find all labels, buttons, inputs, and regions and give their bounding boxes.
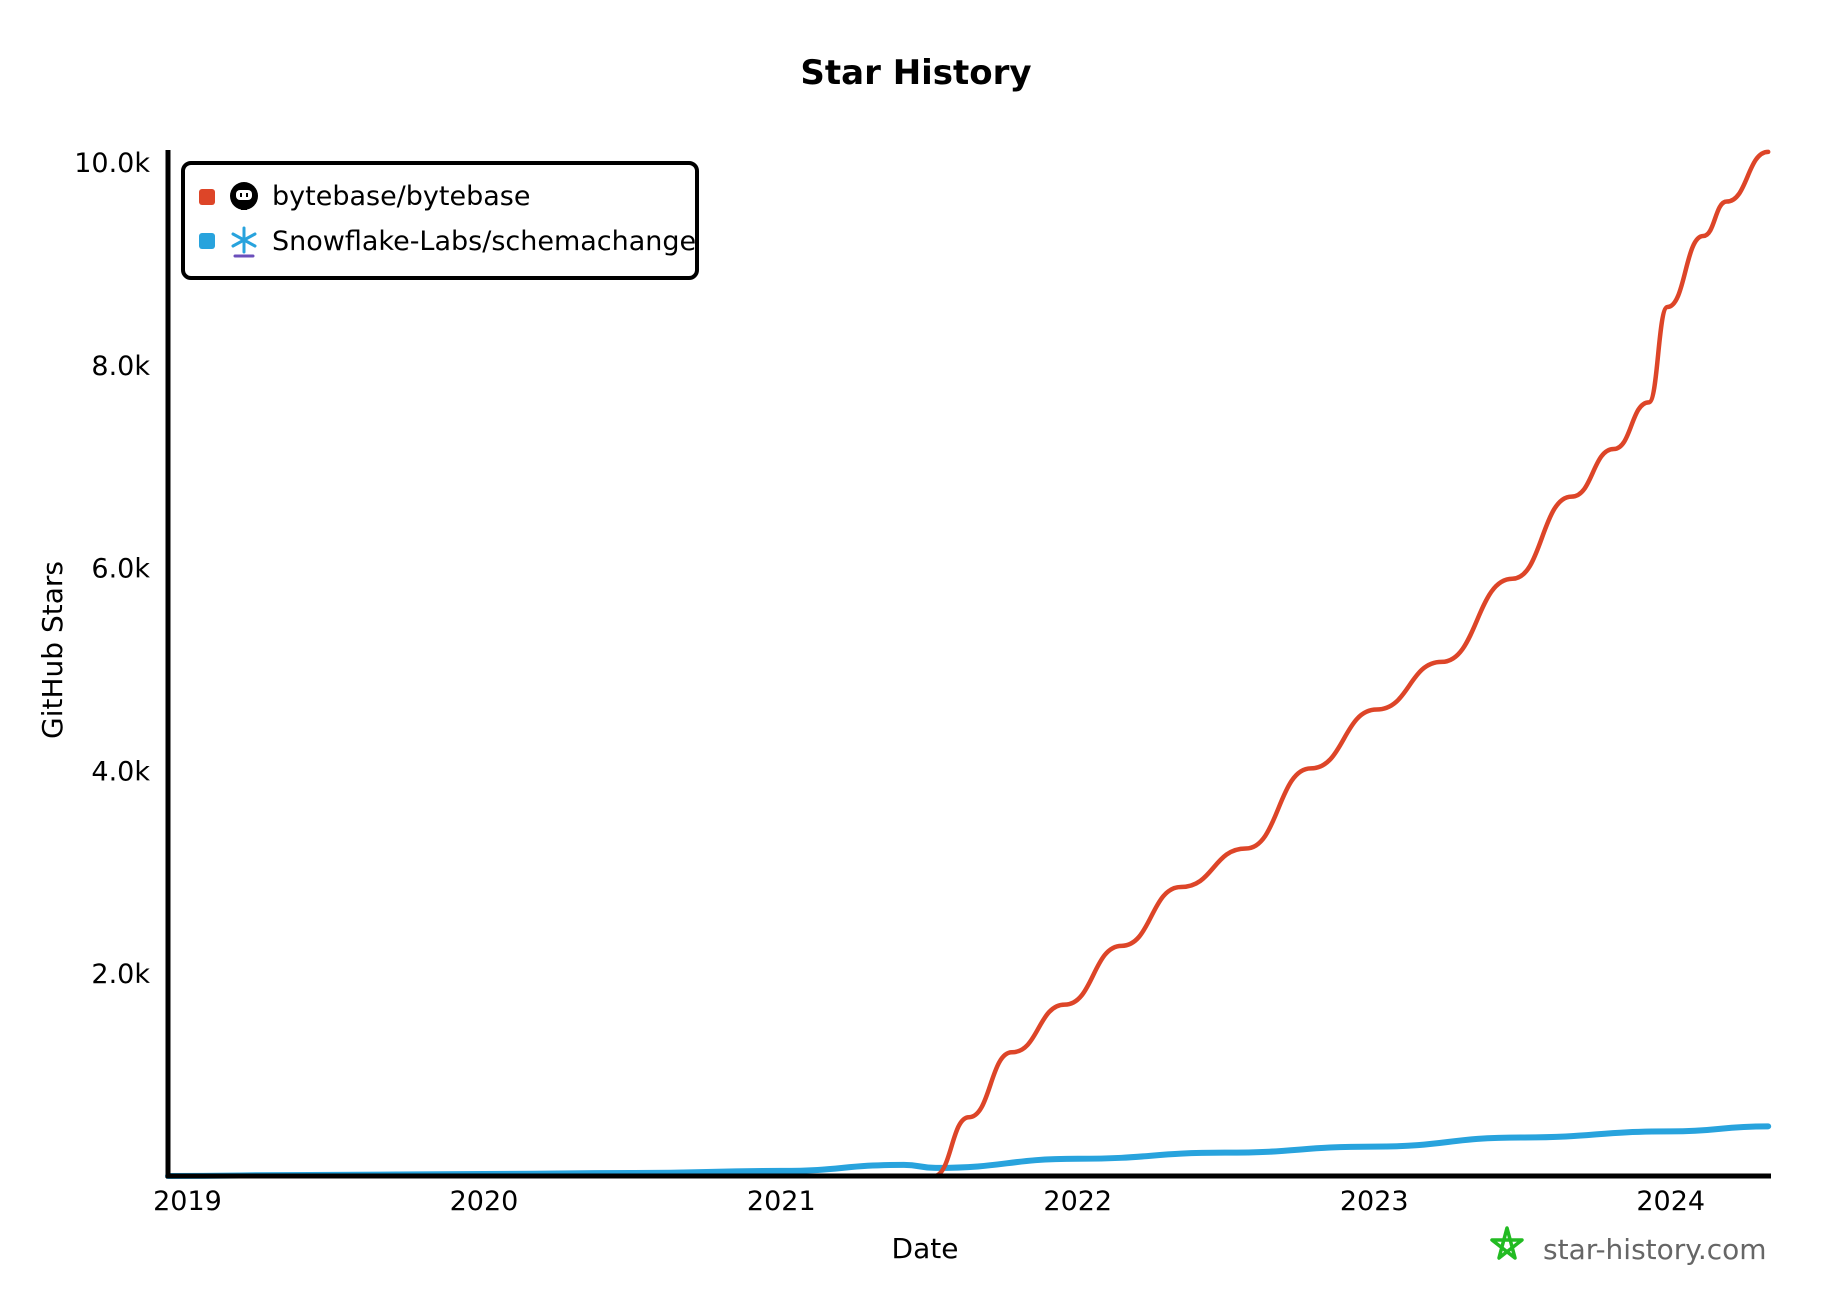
- y-tick-label: 10.0k: [74, 148, 150, 179]
- star-icon: [1490, 1226, 1524, 1260]
- x-tick-label: 2024: [1636, 1186, 1705, 1217]
- legend-box: [181, 161, 699, 280]
- x-tick-label: 2019: [153, 1186, 222, 1217]
- x-tick-label: 2023: [1340, 1186, 1409, 1217]
- series-line-bytebase: [931, 149, 1771, 1179]
- y-axis-label: GitHub Stars: [36, 561, 69, 739]
- watermark: star-history.com: [1490, 1226, 1767, 1266]
- y-tick-label: 2.0k: [91, 959, 150, 990]
- x-tick-label: 2020: [450, 1186, 519, 1217]
- legend: bytebase/bytebase Snowflake-Labs/schemac…: [181, 161, 699, 280]
- chart-title: Star History: [800, 53, 1031, 93]
- watermark-text: star-history.com: [1543, 1233, 1767, 1266]
- legend-swatch-bytebase: [199, 189, 215, 205]
- y-tick-label: 6.0k: [91, 554, 150, 585]
- legend-label-bytebase: bytebase/bytebase: [272, 181, 530, 212]
- series-line-schemachange: [165, 1123, 1772, 1179]
- github-icon: [230, 182, 258, 210]
- x-axis-label: Date: [892, 1232, 959, 1265]
- x-tick-label: 2021: [747, 1186, 816, 1217]
- y-tick-label: 4.0k: [91, 756, 150, 787]
- snowflake-icon: [231, 226, 257, 258]
- y-tick-label: 8.0k: [91, 351, 150, 382]
- legend-label-schemachange: Snowflake-Labs/schemachange: [272, 226, 696, 257]
- legend-swatch-schemachange: [199, 233, 215, 249]
- x-tick-label: 2022: [1043, 1186, 1112, 1217]
